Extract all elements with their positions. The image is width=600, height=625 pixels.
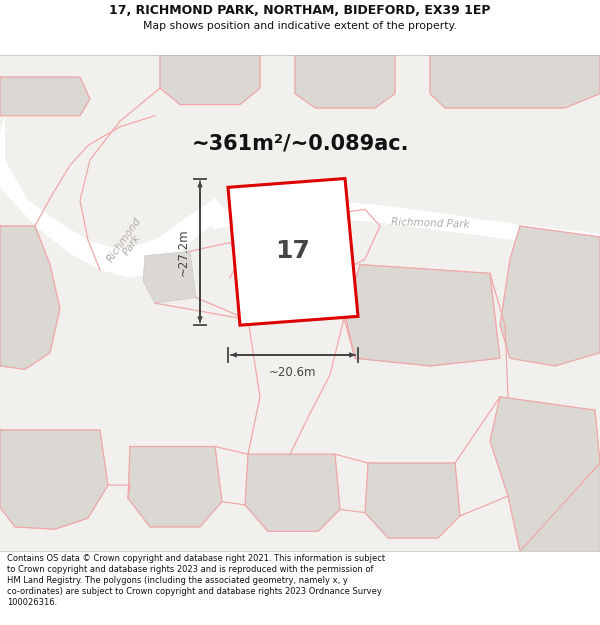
Polygon shape [295, 55, 395, 108]
Polygon shape [195, 198, 230, 226]
Text: ~20.6m: ~20.6m [269, 366, 317, 379]
Text: Contains OS data © Crown copyright and database right 2021. This information is : Contains OS data © Crown copyright and d… [7, 554, 385, 607]
Polygon shape [160, 55, 260, 104]
Polygon shape [210, 201, 600, 251]
Text: ~27.2m: ~27.2m [177, 228, 190, 276]
Text: Richmond
Park: Richmond Park [105, 216, 151, 269]
Polygon shape [143, 251, 196, 303]
Polygon shape [0, 77, 90, 116]
Polygon shape [248, 215, 342, 319]
Text: Map shows position and indicative extent of the property.: Map shows position and indicative extent… [143, 21, 457, 31]
Polygon shape [245, 454, 340, 531]
Text: Richmond Park: Richmond Park [391, 217, 469, 230]
Polygon shape [128, 446, 222, 527]
Text: ~361m²/~0.089ac.: ~361m²/~0.089ac. [191, 133, 409, 153]
Polygon shape [0, 430, 108, 529]
Polygon shape [228, 179, 358, 325]
Polygon shape [345, 264, 500, 366]
Polygon shape [430, 55, 600, 108]
Polygon shape [0, 116, 230, 278]
Text: 17: 17 [275, 239, 310, 263]
Polygon shape [0, 226, 60, 369]
Polygon shape [365, 463, 460, 538]
Polygon shape [500, 226, 600, 366]
Text: 17, RICHMOND PARK, NORTHAM, BIDEFORD, EX39 1EP: 17, RICHMOND PARK, NORTHAM, BIDEFORD, EX… [109, 4, 491, 18]
Polygon shape [490, 397, 600, 551]
